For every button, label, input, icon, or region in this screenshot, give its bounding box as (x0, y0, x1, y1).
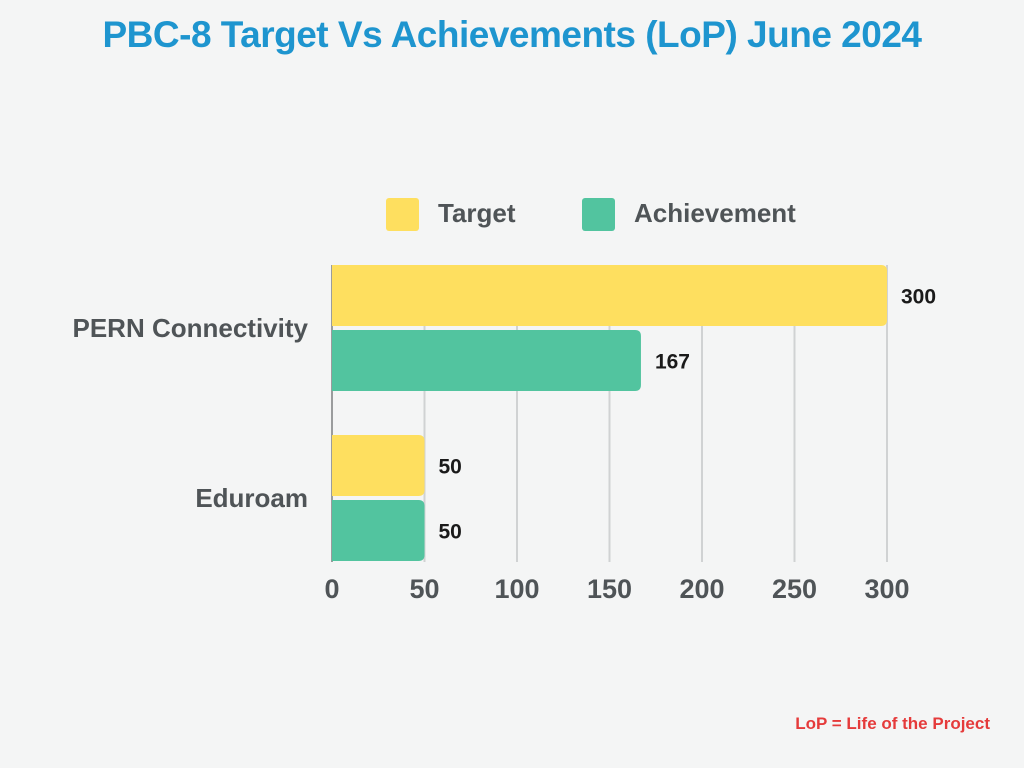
chart-title: PBC-8 Target Vs Achievements (LoP) June … (102, 14, 923, 55)
legend: Target Achievement (386, 198, 796, 231)
bar-pern-connectivity-target (332, 265, 887, 326)
bar-eduroam-target (332, 435, 425, 496)
category-label-eduroam: Eduroam (195, 483, 308, 513)
x-tick-label-300: 300 (864, 574, 909, 604)
x-tick-label-0: 0 (324, 574, 339, 604)
data-label-pern-connectivity-target: 300 (901, 286, 936, 309)
legend-label-target: Target (438, 198, 516, 228)
x-tick-label-150: 150 (587, 574, 632, 604)
legend-swatch-target (386, 198, 419, 231)
x-tick-label-100: 100 (494, 574, 539, 604)
category-label-pern-connectivity: PERN Connectivity (73, 313, 309, 343)
footnote: LoP = Life of the Project (795, 714, 990, 733)
x-tick-label-200: 200 (679, 574, 724, 604)
data-label-eduroam-target: 50 (439, 456, 462, 479)
legend-swatch-achievement (582, 198, 615, 231)
x-tick-label-50: 50 (409, 574, 439, 604)
bar-pern-connectivity-achievement (332, 330, 641, 391)
data-label-eduroam-achievement: 50 (439, 521, 462, 544)
data-label-pern-connectivity-achievement: 167 (655, 351, 690, 374)
bar-eduroam-achievement (332, 500, 425, 561)
labels: 0 50 100 150 200 250 300 300 167 PERN Connectivit… (73, 286, 937, 605)
bars (332, 265, 887, 561)
x-tick-label-250: 250 (772, 574, 817, 604)
legend-label-achievement: Achievement (634, 198, 796, 228)
